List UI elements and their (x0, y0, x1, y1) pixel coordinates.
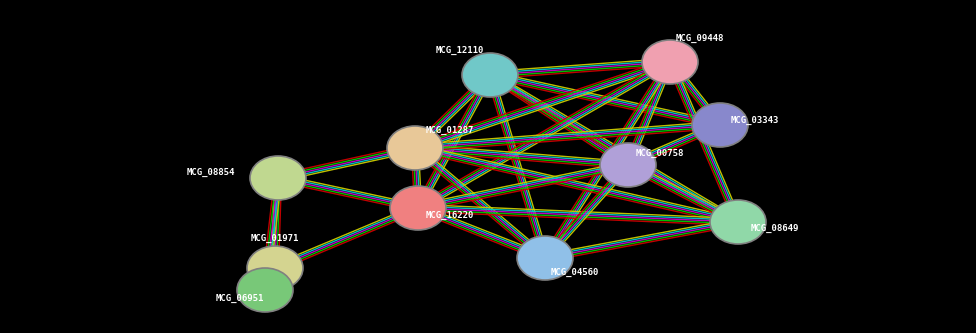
Text: MCG_16220: MCG_16220 (426, 210, 474, 219)
Ellipse shape (237, 268, 293, 312)
Text: MCG_08854: MCG_08854 (186, 167, 235, 176)
Ellipse shape (517, 236, 573, 280)
Ellipse shape (387, 126, 443, 170)
Text: MCG_01287: MCG_01287 (426, 126, 474, 135)
Text: MCG_06951: MCG_06951 (216, 293, 264, 303)
Ellipse shape (247, 246, 303, 290)
Text: MCG_08649: MCG_08649 (751, 223, 799, 232)
Ellipse shape (710, 200, 766, 244)
Text: MCG_04560: MCG_04560 (550, 267, 599, 276)
Text: MCG_12110: MCG_12110 (436, 45, 484, 55)
Ellipse shape (692, 103, 748, 147)
Ellipse shape (462, 53, 518, 97)
Text: MCG_00758: MCG_00758 (635, 149, 684, 158)
Text: MCG_03343: MCG_03343 (731, 116, 779, 125)
Ellipse shape (642, 40, 698, 84)
Ellipse shape (600, 143, 656, 187)
Ellipse shape (250, 156, 306, 200)
Ellipse shape (390, 186, 446, 230)
Text: MCG_09448: MCG_09448 (675, 33, 724, 43)
Text: MCG_01971: MCG_01971 (251, 233, 300, 242)
